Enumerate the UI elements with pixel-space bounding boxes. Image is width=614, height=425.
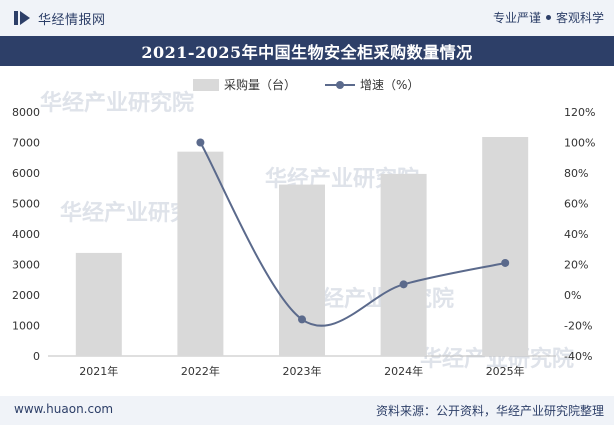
x-tick-label: 2021年 bbox=[79, 364, 118, 378]
growth-point bbox=[298, 315, 306, 324]
y-right-tick-label: 40% bbox=[564, 228, 588, 241]
y-right-tick-label: 120% bbox=[564, 106, 595, 119]
bar bbox=[177, 151, 224, 356]
bullet-dot-icon bbox=[545, 15, 551, 20]
growth-point bbox=[196, 138, 205, 147]
brand-logo-icon bbox=[14, 11, 30, 25]
bar bbox=[279, 184, 325, 356]
legend-bar-label: 采购量（台） bbox=[224, 77, 296, 92]
legend-bar-swatch bbox=[193, 79, 219, 91]
y-left-tick-label: 3000 bbox=[12, 259, 40, 272]
footer: www.huaon.com 资料来源：公开资料，华经产业研究院整理 bbox=[0, 396, 614, 425]
y-left-tick-label: 7000 bbox=[12, 137, 40, 150]
line-layer bbox=[196, 138, 510, 327]
y-right-tick-label: 60% bbox=[564, 198, 588, 211]
y-left-tick-label: 6000 bbox=[12, 167, 40, 180]
growth-point bbox=[399, 280, 408, 289]
tagline-left: 专业严谨 bbox=[492, 11, 541, 25]
legend: 采购量（台） 增速（%） bbox=[193, 77, 419, 92]
y-left-tick-label: 2000 bbox=[12, 289, 40, 302]
legend-line-marker bbox=[336, 81, 344, 89]
y-right-tick-label: 20% bbox=[564, 259, 588, 272]
legend-line-label: 增速（%） bbox=[360, 78, 419, 92]
x-tick-label: 2023年 bbox=[283, 364, 322, 378]
y-left-tick-label: 4000 bbox=[12, 228, 40, 241]
bar bbox=[482, 137, 529, 356]
bar bbox=[75, 252, 122, 356]
bar bbox=[380, 173, 427, 356]
chart-title: 2021-2025年中国生物安全柜采购数量情况 bbox=[0, 36, 614, 66]
watermark-text: 华经产业研究院 bbox=[40, 90, 194, 116]
top-bar: 华经情报网 专业严谨 客观科学 bbox=[0, 0, 614, 36]
y-left-tick-label: 8000 bbox=[12, 106, 40, 119]
y-right-tick-label: 100% bbox=[564, 137, 595, 150]
y-right-tick-label: -20% bbox=[564, 320, 592, 333]
y-left-tick-label: 5000 bbox=[12, 198, 40, 211]
brand: 华经情报网 bbox=[12, 8, 106, 28]
footer-source: 资料来源：公开资料，华经产业研究院整理 bbox=[375, 404, 604, 418]
y-right-tick-label: -40% bbox=[564, 350, 592, 363]
brand-name: 华经情报网 bbox=[38, 12, 106, 28]
bars-layer bbox=[75, 137, 529, 356]
x-tick-label: 2024年 bbox=[384, 364, 423, 378]
axes-layer: 0 1000 2000 3000 4000 5000 6000 7000 8000 -40% -20… bbox=[12, 106, 595, 378]
y-left-tick-label: 1000 bbox=[12, 320, 40, 333]
y-right-tick-label: 80% bbox=[564, 167, 588, 180]
tagline: 专业严谨 客观科学 bbox=[493, 9, 604, 26]
growth-line bbox=[199, 142, 506, 327]
y-right-tick-label: 0% bbox=[564, 289, 581, 302]
tagline-right: 客观科学 bbox=[555, 11, 604, 25]
growth-point bbox=[501, 258, 510, 267]
footer-url[interactable]: www.huaon.com bbox=[14, 402, 114, 416]
x-tick-label: 2025年 bbox=[486, 364, 525, 378]
y-left-tick-label: 0 bbox=[33, 350, 40, 363]
x-tick-label: 2022年 bbox=[181, 364, 220, 378]
